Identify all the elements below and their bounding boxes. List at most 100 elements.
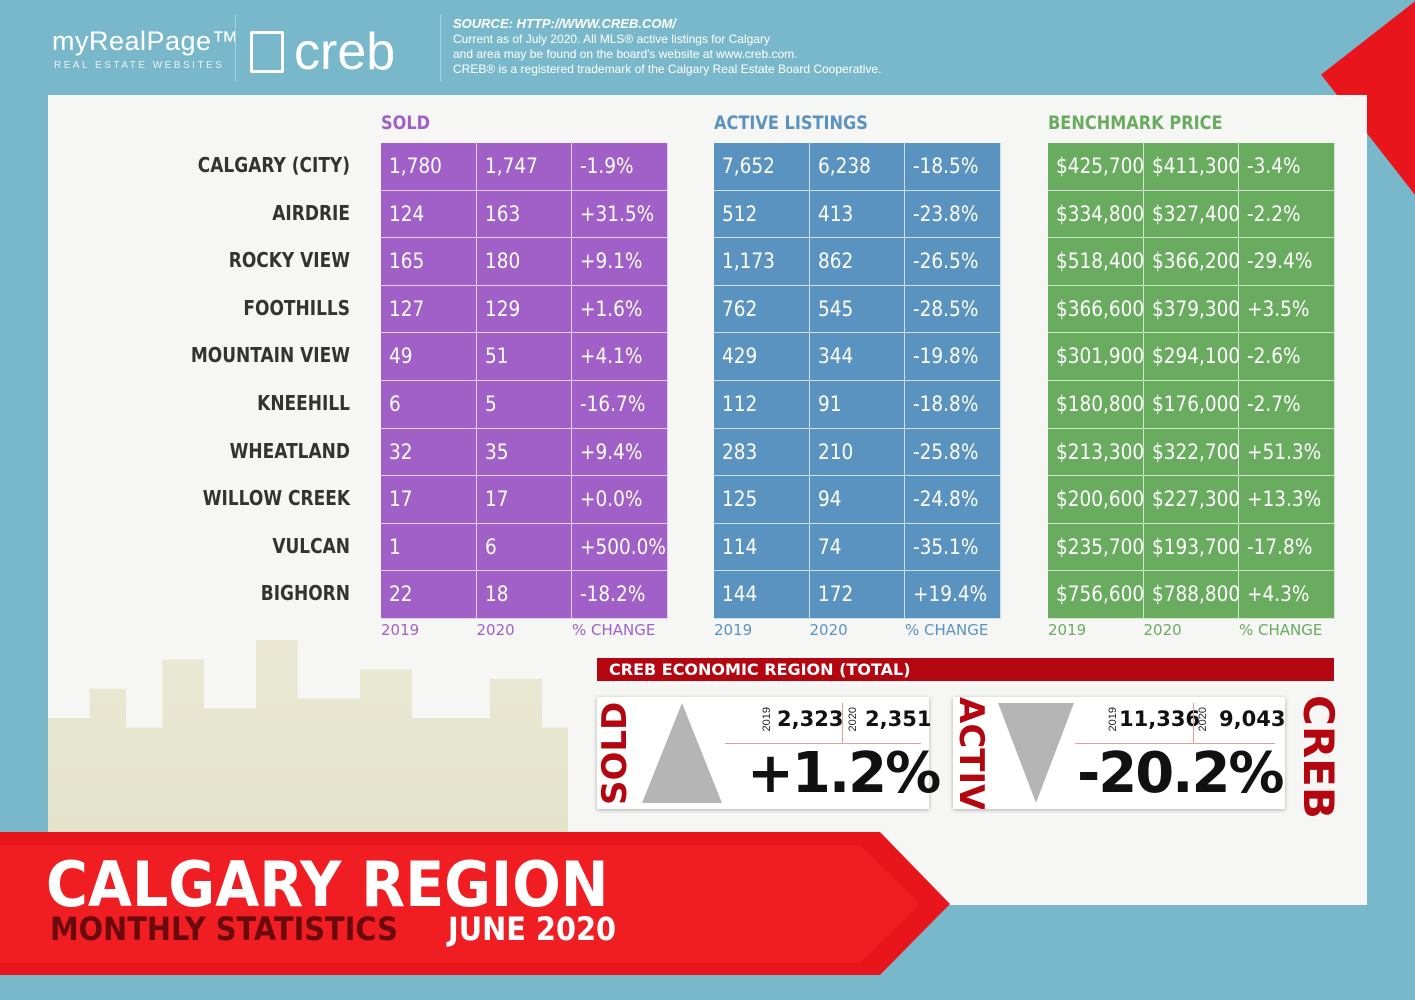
active-2020-value: 9,043 — [1219, 707, 1286, 731]
cell-value: -18.5% — [913, 154, 979, 178]
cell-value: $180,800 — [1056, 392, 1145, 416]
cell-value: -3.4% — [1247, 154, 1301, 178]
column-label: 2020 — [476, 621, 515, 639]
cell-value: 1,173 — [722, 249, 775, 274]
active-cell: 862 — [809, 238, 905, 286]
title-banner-inner — [0, 845, 920, 963]
cell-value: -2.7% — [1247, 392, 1301, 416]
sold-cell: 127 — [381, 285, 477, 334]
cell-value: 7,652 — [722, 154, 775, 178]
cell-value: 180 — [484, 249, 520, 274]
cell-value: 124 — [389, 201, 425, 226]
sold-cell: 163 — [476, 190, 572, 239]
divider — [1193, 703, 1194, 743]
region-label: VULCAN — [272, 533, 350, 558]
cell-value: 51 — [484, 344, 509, 369]
sold-cell: +1.6% — [572, 285, 668, 334]
active-cell: 545 — [809, 285, 905, 334]
sold-cell: 35 — [476, 428, 572, 477]
region-label: MOUNTAIN VIEW — [190, 343, 350, 368]
divider — [440, 14, 441, 82]
column-label: % CHANGE — [1239, 621, 1323, 639]
cell-value: 5 — [484, 392, 497, 416]
cell-value: $788,800 — [1151, 582, 1240, 607]
active-cell: 125 — [714, 476, 810, 524]
active-cell: 210 — [809, 428, 905, 477]
active-heading: ACTIVE LISTINGS — [714, 112, 868, 134]
cell-value: $425,700 — [1056, 154, 1145, 178]
benchmark-cell: $411,300 — [1143, 143, 1240, 191]
active-cell: 114 — [714, 523, 810, 572]
active-cell: -26.5% — [905, 238, 1001, 286]
cell-value: 94 — [817, 487, 842, 512]
active-cell: 762 — [714, 285, 810, 334]
active-cell: -19.8% — [905, 333, 1001, 381]
active-total-card: ACTIVE 2019 11,336 2020 9,043 -20.2% — [951, 697, 1286, 809]
benchmark-cell: -2.7% — [1239, 381, 1335, 429]
myrealpage-logo: myRealPage™ — [52, 26, 240, 56]
sold-cell: -16.7% — [572, 381, 668, 429]
cell-value: $213,300 — [1056, 439, 1145, 464]
sold-cell: +4.1% — [572, 333, 668, 381]
benchmark-cell: $235,700 — [1048, 523, 1144, 572]
benchmark-cell: -3.4% — [1239, 143, 1335, 191]
year-label: 2019 — [1107, 707, 1119, 732]
year-label: 2020 — [1197, 707, 1209, 732]
source-url: SOURCE: HTTP://WWW.CREB.COM/ — [453, 16, 676, 31]
cell-value: $176,000 — [1151, 392, 1240, 416]
active-cell: 144 — [714, 571, 810, 619]
cell-value: $379,300 — [1151, 296, 1240, 321]
note-line: CREB® is a registered trademark of the C… — [453, 62, 882, 76]
cell-value: 545 — [817, 296, 853, 321]
column-label: 2019 — [714, 621, 753, 639]
myrealpage-tagline: REAL ESTATE WEBSITES — [54, 60, 225, 71]
benchmark-cell: $322,700 — [1143, 428, 1240, 477]
cell-value: $294,100 — [1151, 344, 1240, 369]
cell-value: $366,200 — [1151, 249, 1240, 274]
benchmark-cell: $334,800 — [1048, 190, 1145, 239]
benchmark-cell: +3.5% — [1239, 285, 1335, 334]
cell-value: -23.8% — [913, 201, 979, 226]
divider — [1075, 743, 1275, 744]
cell-value: 127 — [389, 296, 425, 321]
benchmark-cell: +13.3% — [1239, 476, 1335, 524]
sold-cell: +9.1% — [572, 238, 668, 286]
active-cell: 413 — [809, 190, 905, 239]
period-label: JUNE 2020 — [448, 910, 617, 948]
active-total-label: ACTIVE — [951, 697, 991, 809]
active-cell: -25.8% — [905, 428, 1001, 477]
cell-value: -25.8% — [913, 439, 979, 464]
cell-value: $518,400 — [1056, 249, 1145, 274]
active-cell: 6,238 — [809, 143, 905, 191]
active-cell: -28.5% — [905, 285, 1001, 334]
cell-value: -19.8% — [913, 344, 979, 369]
cell-value: 112 — [722, 392, 758, 416]
cell-value: -2.6% — [1247, 344, 1301, 369]
sold-cell: 22 — [381, 571, 477, 619]
sold-total-card: SOLD 2019 2,323 2020 2,351 +1.2% — [595, 697, 941, 809]
cell-value: +9.4% — [580, 439, 643, 464]
cell-value: $334,800 — [1056, 201, 1145, 226]
active-cell: -35.1% — [905, 523, 1001, 572]
cell-value: 172 — [817, 582, 853, 607]
benchmark-cell: $366,200 — [1143, 238, 1240, 286]
region-total-header: CREB ECONOMIC REGION (TOTAL) — [597, 658, 1334, 681]
cell-value: 74 — [817, 534, 842, 559]
cell-value: $366,600 — [1056, 296, 1145, 321]
divider — [842, 703, 843, 743]
benchmark-cell: $327,400 — [1143, 190, 1240, 239]
cell-value: 35 — [484, 439, 509, 464]
sold-heading: SOLD — [381, 112, 431, 134]
sold-total-label: SOLD — [595, 701, 635, 805]
divider — [725, 743, 921, 744]
cell-value: 862 — [817, 249, 853, 274]
benchmark-cell: $193,700 — [1143, 523, 1240, 572]
cell-value: +0.0% — [580, 487, 643, 512]
cell-value: 114 — [722, 534, 758, 559]
column-label: 2020 — [1143, 621, 1182, 639]
sold-2020-value: 2,351 — [865, 707, 932, 731]
cell-value: -16.7% — [580, 392, 646, 416]
cell-value: -1.9% — [580, 154, 634, 178]
active-cell: 91 — [809, 381, 905, 429]
sold-cell: 32 — [381, 428, 477, 477]
